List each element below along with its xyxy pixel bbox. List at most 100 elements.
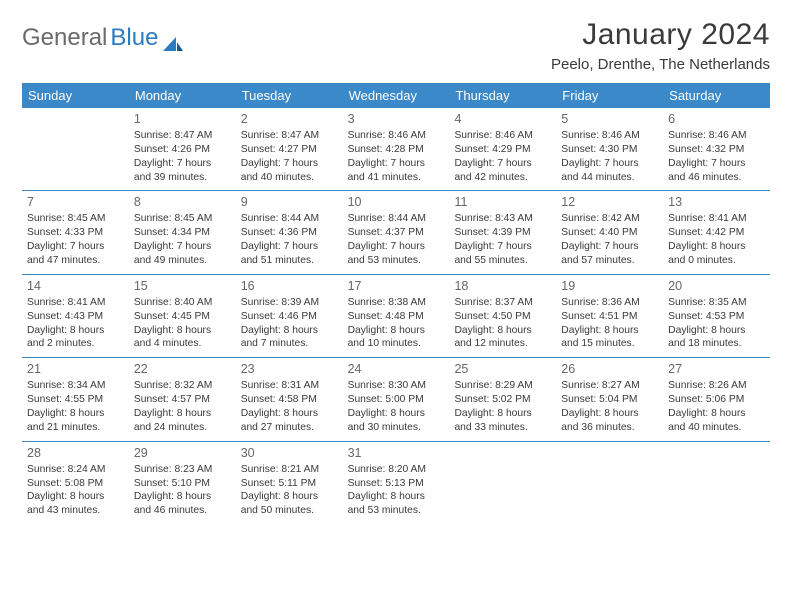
day-info: Sunrise: 8:47 AMSunset: 4:27 PMDaylight:… <box>241 129 338 185</box>
daylight-text: Daylight: 7 hours and 44 minutes. <box>561 157 658 185</box>
day-info: Sunrise: 8:46 AMSunset: 4:32 PMDaylight:… <box>668 129 765 185</box>
page-header: GeneralBlue January 2024 Peelo, Drenthe,… <box>22 18 770 73</box>
calendar-day-cell: 2Sunrise: 8:47 AMSunset: 4:27 PMDaylight… <box>236 108 343 190</box>
day-number: 28 <box>27 445 124 462</box>
calendar-week-row: 7Sunrise: 8:45 AMSunset: 4:33 PMDaylight… <box>22 191 770 274</box>
daylight-text: Daylight: 7 hours and 55 minutes. <box>454 240 551 268</box>
sunrise-text: Sunrise: 8:36 AM <box>561 296 658 310</box>
calendar-day-cell: 23Sunrise: 8:31 AMSunset: 4:58 PMDayligh… <box>236 358 343 440</box>
sunset-text: Sunset: 5:06 PM <box>668 393 765 407</box>
sunset-text: Sunset: 5:08 PM <box>27 477 124 491</box>
daylight-text: Daylight: 7 hours and 57 minutes. <box>561 240 658 268</box>
daylight-text: Daylight: 7 hours and 40 minutes. <box>241 157 338 185</box>
sunrise-text: Sunrise: 8:26 AM <box>668 379 765 393</box>
calendar-day-cell: 8Sunrise: 8:45 AMSunset: 4:34 PMDaylight… <box>129 191 236 273</box>
sunrise-text: Sunrise: 8:41 AM <box>27 296 124 310</box>
daylight-text: Daylight: 8 hours and 46 minutes. <box>134 490 231 518</box>
day-info: Sunrise: 8:41 AMSunset: 4:43 PMDaylight:… <box>27 296 124 352</box>
month-title: January 2024 <box>551 18 770 52</box>
day-number: 3 <box>348 111 445 128</box>
sunrise-text: Sunrise: 8:46 AM <box>454 129 551 143</box>
sunset-text: Sunset: 4:29 PM <box>454 143 551 157</box>
sunrise-text: Sunrise: 8:24 AM <box>27 463 124 477</box>
day-number: 18 <box>454 278 551 295</box>
day-info: Sunrise: 8:21 AMSunset: 5:11 PMDaylight:… <box>241 463 338 519</box>
day-info: Sunrise: 8:43 AMSunset: 4:39 PMDaylight:… <box>454 212 551 268</box>
calendar-day-cell: 19Sunrise: 8:36 AMSunset: 4:51 PMDayligh… <box>556 275 663 357</box>
sail-icon <box>163 30 183 44</box>
day-number: 16 <box>241 278 338 295</box>
sunrise-text: Sunrise: 8:45 AM <box>134 212 231 226</box>
day-info: Sunrise: 8:41 AMSunset: 4:42 PMDaylight:… <box>668 212 765 268</box>
calendar-day-cell: 16Sunrise: 8:39 AMSunset: 4:46 PMDayligh… <box>236 275 343 357</box>
calendar-day-cell: 30Sunrise: 8:21 AMSunset: 5:11 PMDayligh… <box>236 442 343 524</box>
day-info: Sunrise: 8:44 AMSunset: 4:37 PMDaylight:… <box>348 212 445 268</box>
day-info: Sunrise: 8:24 AMSunset: 5:08 PMDaylight:… <box>27 463 124 519</box>
day-info: Sunrise: 8:27 AMSunset: 5:04 PMDaylight:… <box>561 379 658 435</box>
sunset-text: Sunset: 5:00 PM <box>348 393 445 407</box>
calendar-day-cell <box>556 442 663 524</box>
daylight-text: Daylight: 8 hours and 24 minutes. <box>134 407 231 435</box>
sunrise-text: Sunrise: 8:30 AM <box>348 379 445 393</box>
calendar-day-cell: 11Sunrise: 8:43 AMSunset: 4:39 PMDayligh… <box>449 191 556 273</box>
sunset-text: Sunset: 5:11 PM <box>241 477 338 491</box>
day-info: Sunrise: 8:34 AMSunset: 4:55 PMDaylight:… <box>27 379 124 435</box>
sunrise-text: Sunrise: 8:29 AM <box>454 379 551 393</box>
sunrise-text: Sunrise: 8:45 AM <box>27 212 124 226</box>
calendar-day-cell: 9Sunrise: 8:44 AMSunset: 4:36 PMDaylight… <box>236 191 343 273</box>
calendar-day-cell: 21Sunrise: 8:34 AMSunset: 4:55 PMDayligh… <box>22 358 129 440</box>
day-number: 11 <box>454 194 551 211</box>
daylight-text: Daylight: 7 hours and 46 minutes. <box>668 157 765 185</box>
daylight-text: Daylight: 8 hours and 30 minutes. <box>348 407 445 435</box>
day-info: Sunrise: 8:23 AMSunset: 5:10 PMDaylight:… <box>134 463 231 519</box>
daylight-text: Daylight: 8 hours and 50 minutes. <box>241 490 338 518</box>
sunset-text: Sunset: 4:28 PM <box>348 143 445 157</box>
day-info: Sunrise: 8:20 AMSunset: 5:13 PMDaylight:… <box>348 463 445 519</box>
weekday-header: Saturday <box>663 83 770 108</box>
calendar-week-row: 14Sunrise: 8:41 AMSunset: 4:43 PMDayligh… <box>22 275 770 358</box>
sunset-text: Sunset: 4:51 PM <box>561 310 658 324</box>
sunrise-text: Sunrise: 8:46 AM <box>668 129 765 143</box>
calendar-day-cell <box>663 442 770 524</box>
title-block: January 2024 Peelo, Drenthe, The Netherl… <box>551 18 770 73</box>
calendar-week-row: 28Sunrise: 8:24 AMSunset: 5:08 PMDayligh… <box>22 442 770 524</box>
calendar-day-cell: 24Sunrise: 8:30 AMSunset: 5:00 PMDayligh… <box>343 358 450 440</box>
calendar-day-cell: 4Sunrise: 8:46 AMSunset: 4:29 PMDaylight… <box>449 108 556 190</box>
daylight-text: Daylight: 7 hours and 53 minutes. <box>348 240 445 268</box>
day-info: Sunrise: 8:40 AMSunset: 4:45 PMDaylight:… <box>134 296 231 352</box>
calendar-day-cell: 25Sunrise: 8:29 AMSunset: 5:02 PMDayligh… <box>449 358 556 440</box>
sunrise-text: Sunrise: 8:46 AM <box>561 129 658 143</box>
weekday-header: Tuesday <box>236 83 343 108</box>
sunrise-text: Sunrise: 8:41 AM <box>668 212 765 226</box>
sunset-text: Sunset: 5:04 PM <box>561 393 658 407</box>
calendar-day-cell: 6Sunrise: 8:46 AMSunset: 4:32 PMDaylight… <box>663 108 770 190</box>
sunrise-text: Sunrise: 8:44 AM <box>241 212 338 226</box>
sunset-text: Sunset: 4:48 PM <box>348 310 445 324</box>
day-number: 25 <box>454 361 551 378</box>
logo: GeneralBlue <box>22 18 183 52</box>
day-info: Sunrise: 8:39 AMSunset: 4:46 PMDaylight:… <box>241 296 338 352</box>
day-info: Sunrise: 8:26 AMSunset: 5:06 PMDaylight:… <box>668 379 765 435</box>
sunset-text: Sunset: 4:55 PM <box>27 393 124 407</box>
sunrise-text: Sunrise: 8:31 AM <box>241 379 338 393</box>
calendar-week-row: 1Sunrise: 8:47 AMSunset: 4:26 PMDaylight… <box>22 108 770 191</box>
weekday-header: Thursday <box>449 83 556 108</box>
day-number: 2 <box>241 111 338 128</box>
daylight-text: Daylight: 7 hours and 39 minutes. <box>134 157 231 185</box>
calendar-body: 1Sunrise: 8:47 AMSunset: 4:26 PMDaylight… <box>22 108 770 524</box>
sunset-text: Sunset: 4:34 PM <box>134 226 231 240</box>
daylight-text: Daylight: 8 hours and 10 minutes. <box>348 324 445 352</box>
sunrise-text: Sunrise: 8:21 AM <box>241 463 338 477</box>
sunset-text: Sunset: 5:13 PM <box>348 477 445 491</box>
daylight-text: Daylight: 8 hours and 21 minutes. <box>27 407 124 435</box>
sunrise-text: Sunrise: 8:35 AM <box>668 296 765 310</box>
sunset-text: Sunset: 4:50 PM <box>454 310 551 324</box>
sunset-text: Sunset: 4:39 PM <box>454 226 551 240</box>
day-number: 12 <box>561 194 658 211</box>
daylight-text: Daylight: 8 hours and 4 minutes. <box>134 324 231 352</box>
weekday-header: Wednesday <box>343 83 450 108</box>
day-number: 17 <box>348 278 445 295</box>
day-info: Sunrise: 8:46 AMSunset: 4:29 PMDaylight:… <box>454 129 551 185</box>
day-number: 22 <box>134 361 231 378</box>
day-number: 19 <box>561 278 658 295</box>
